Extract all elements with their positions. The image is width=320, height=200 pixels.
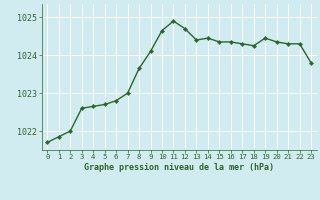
X-axis label: Graphe pression niveau de la mer (hPa): Graphe pression niveau de la mer (hPa): [84, 163, 274, 172]
